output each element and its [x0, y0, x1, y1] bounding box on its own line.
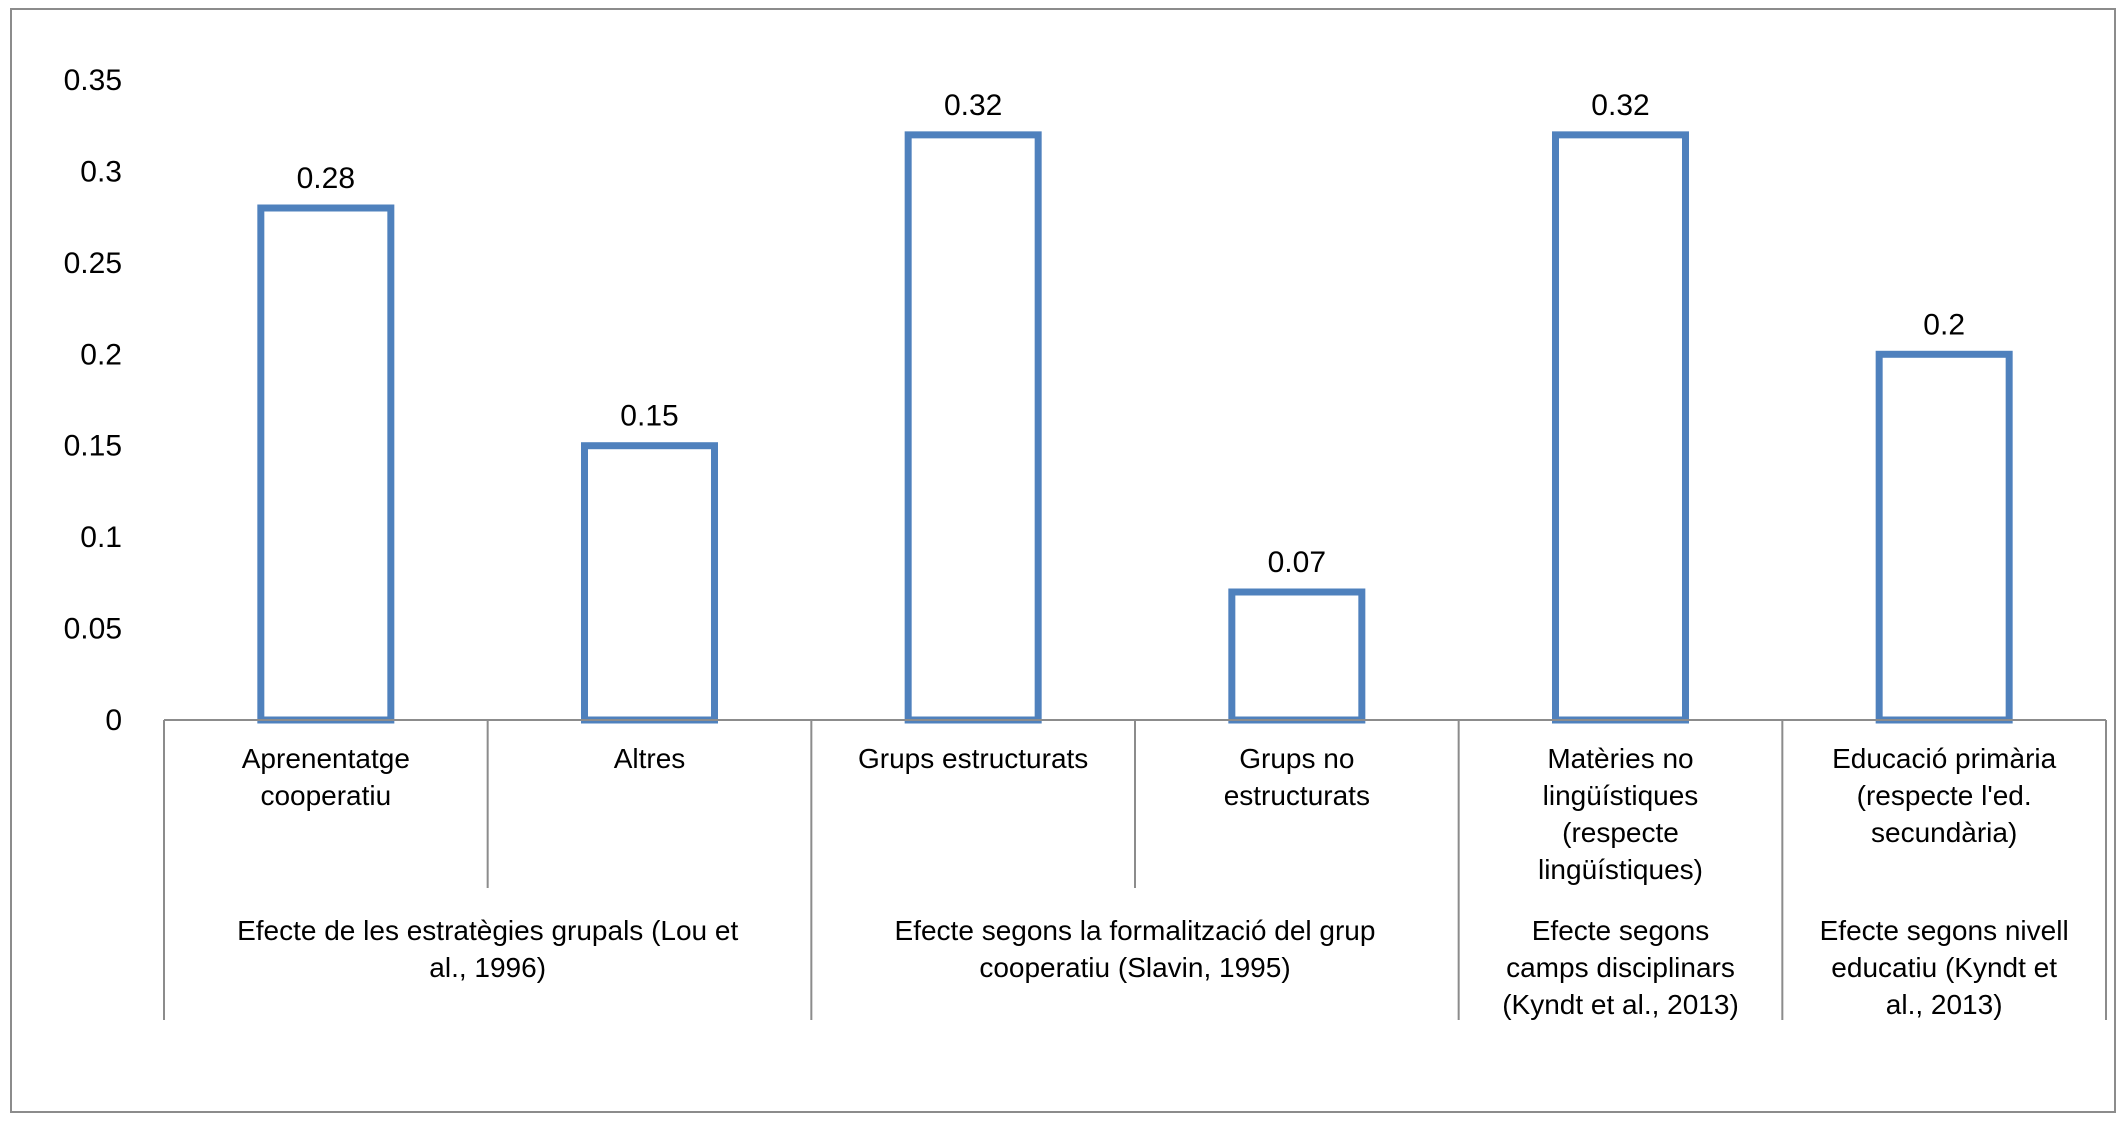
data-label: 0.15: [620, 400, 678, 433]
group-label-line: (Kyndt et al., 2013): [1502, 989, 1739, 1020]
category-label-line: Altres: [613, 743, 686, 774]
y-tick-label: 0.2: [80, 338, 122, 371]
group-label-line: Efecte segons nivell: [1819, 915, 2069, 946]
category-label-line: Educació primària: [1832, 743, 2057, 774]
bar: [581, 442, 718, 724]
data-label: 0.07: [1268, 546, 1326, 579]
bar: [1228, 588, 1366, 724]
category-label: Grups estructurats: [811, 740, 1135, 777]
category-label-line: lingüístiques: [1542, 780, 1699, 811]
y-tick-label: 0: [105, 704, 122, 737]
data-label: 0.28: [297, 162, 355, 195]
category-label: Altres: [488, 740, 812, 777]
data-label: 0.32: [1591, 89, 1649, 122]
y-tick-label: 0.3: [80, 155, 122, 188]
bar: [1552, 131, 1689, 724]
category-label-line: Matèries no: [1547, 743, 1694, 774]
category-label: Educació primària (respecte l'ed. secundàr…: [1782, 740, 2106, 851]
group-label: Efecte segons camps disciplinars (Kyndt et…: [1459, 912, 1783, 1023]
y-tick-label: 0.1: [80, 521, 122, 554]
y-axis-ticks: 0 0.05 0.1 0.15 0.2 0.25 0.3 0.35: [64, 64, 122, 737]
bar: [904, 131, 1042, 724]
data-labels: 0.28 0.15 0.32 0.07 0.32 0.2: [297, 89, 1965, 579]
y-tick-label: 0.25: [64, 247, 122, 280]
category-label-line: Grups no: [1239, 743, 1355, 774]
group-label: Efecte segons la formalització del grup c…: [811, 912, 1458, 986]
category-label-line: Grups estructurats: [858, 743, 1089, 774]
group-label-line: Efecte segons: [1531, 915, 1710, 946]
category-axis-lines: [163, 719, 2107, 1020]
bar: [1875, 350, 2013, 724]
bars: [257, 131, 2013, 724]
group-label-line: cooperatiu (Slavin, 1995): [979, 952, 1291, 983]
category-label-line: (respecte l'ed.: [1856, 780, 2032, 811]
category-label-line: estructurats: [1223, 780, 1370, 811]
category-label: Grups no estructurats: [1135, 740, 1459, 814]
y-tick-label: 0.05: [64, 613, 122, 646]
data-label: 0.32: [944, 89, 1002, 122]
group-label-line: al., 2013): [1885, 989, 2003, 1020]
y-tick-label: 0.35: [64, 64, 122, 97]
category-label-line: Aprenentatge: [241, 743, 410, 774]
category-label-line: secundària): [1871, 817, 2018, 848]
group-label-line: camps disciplinars: [1506, 952, 1735, 983]
category-label-line: (respecte: [1562, 817, 1679, 848]
group-label-line: Efecte de les estratègies grupals (Lou e…: [237, 915, 739, 946]
group-label: Efecte de les estratègies grupals (Lou e…: [164, 912, 811, 986]
category-label-line: cooperatiu: [260, 780, 392, 811]
bar: [257, 204, 395, 724]
category-label-line: lingüístiques): [1537, 854, 1703, 885]
group-label-line: al., 1996): [429, 952, 547, 983]
y-tick-label: 0.15: [64, 430, 122, 463]
group-label-line: Efecte segons la formalització del grup: [894, 915, 1376, 946]
category-label: Matèries no lingüístiques (respecte lingüís…: [1459, 740, 1783, 888]
category-label: Aprenentatge cooperatiu: [164, 740, 488, 814]
group-label: Efecte segons nivell educatiu (Kyndt et al…: [1782, 912, 2106, 1023]
data-label: 0.2: [1923, 308, 1965, 341]
group-label-line: educatiu (Kyndt et: [1831, 952, 2057, 983]
